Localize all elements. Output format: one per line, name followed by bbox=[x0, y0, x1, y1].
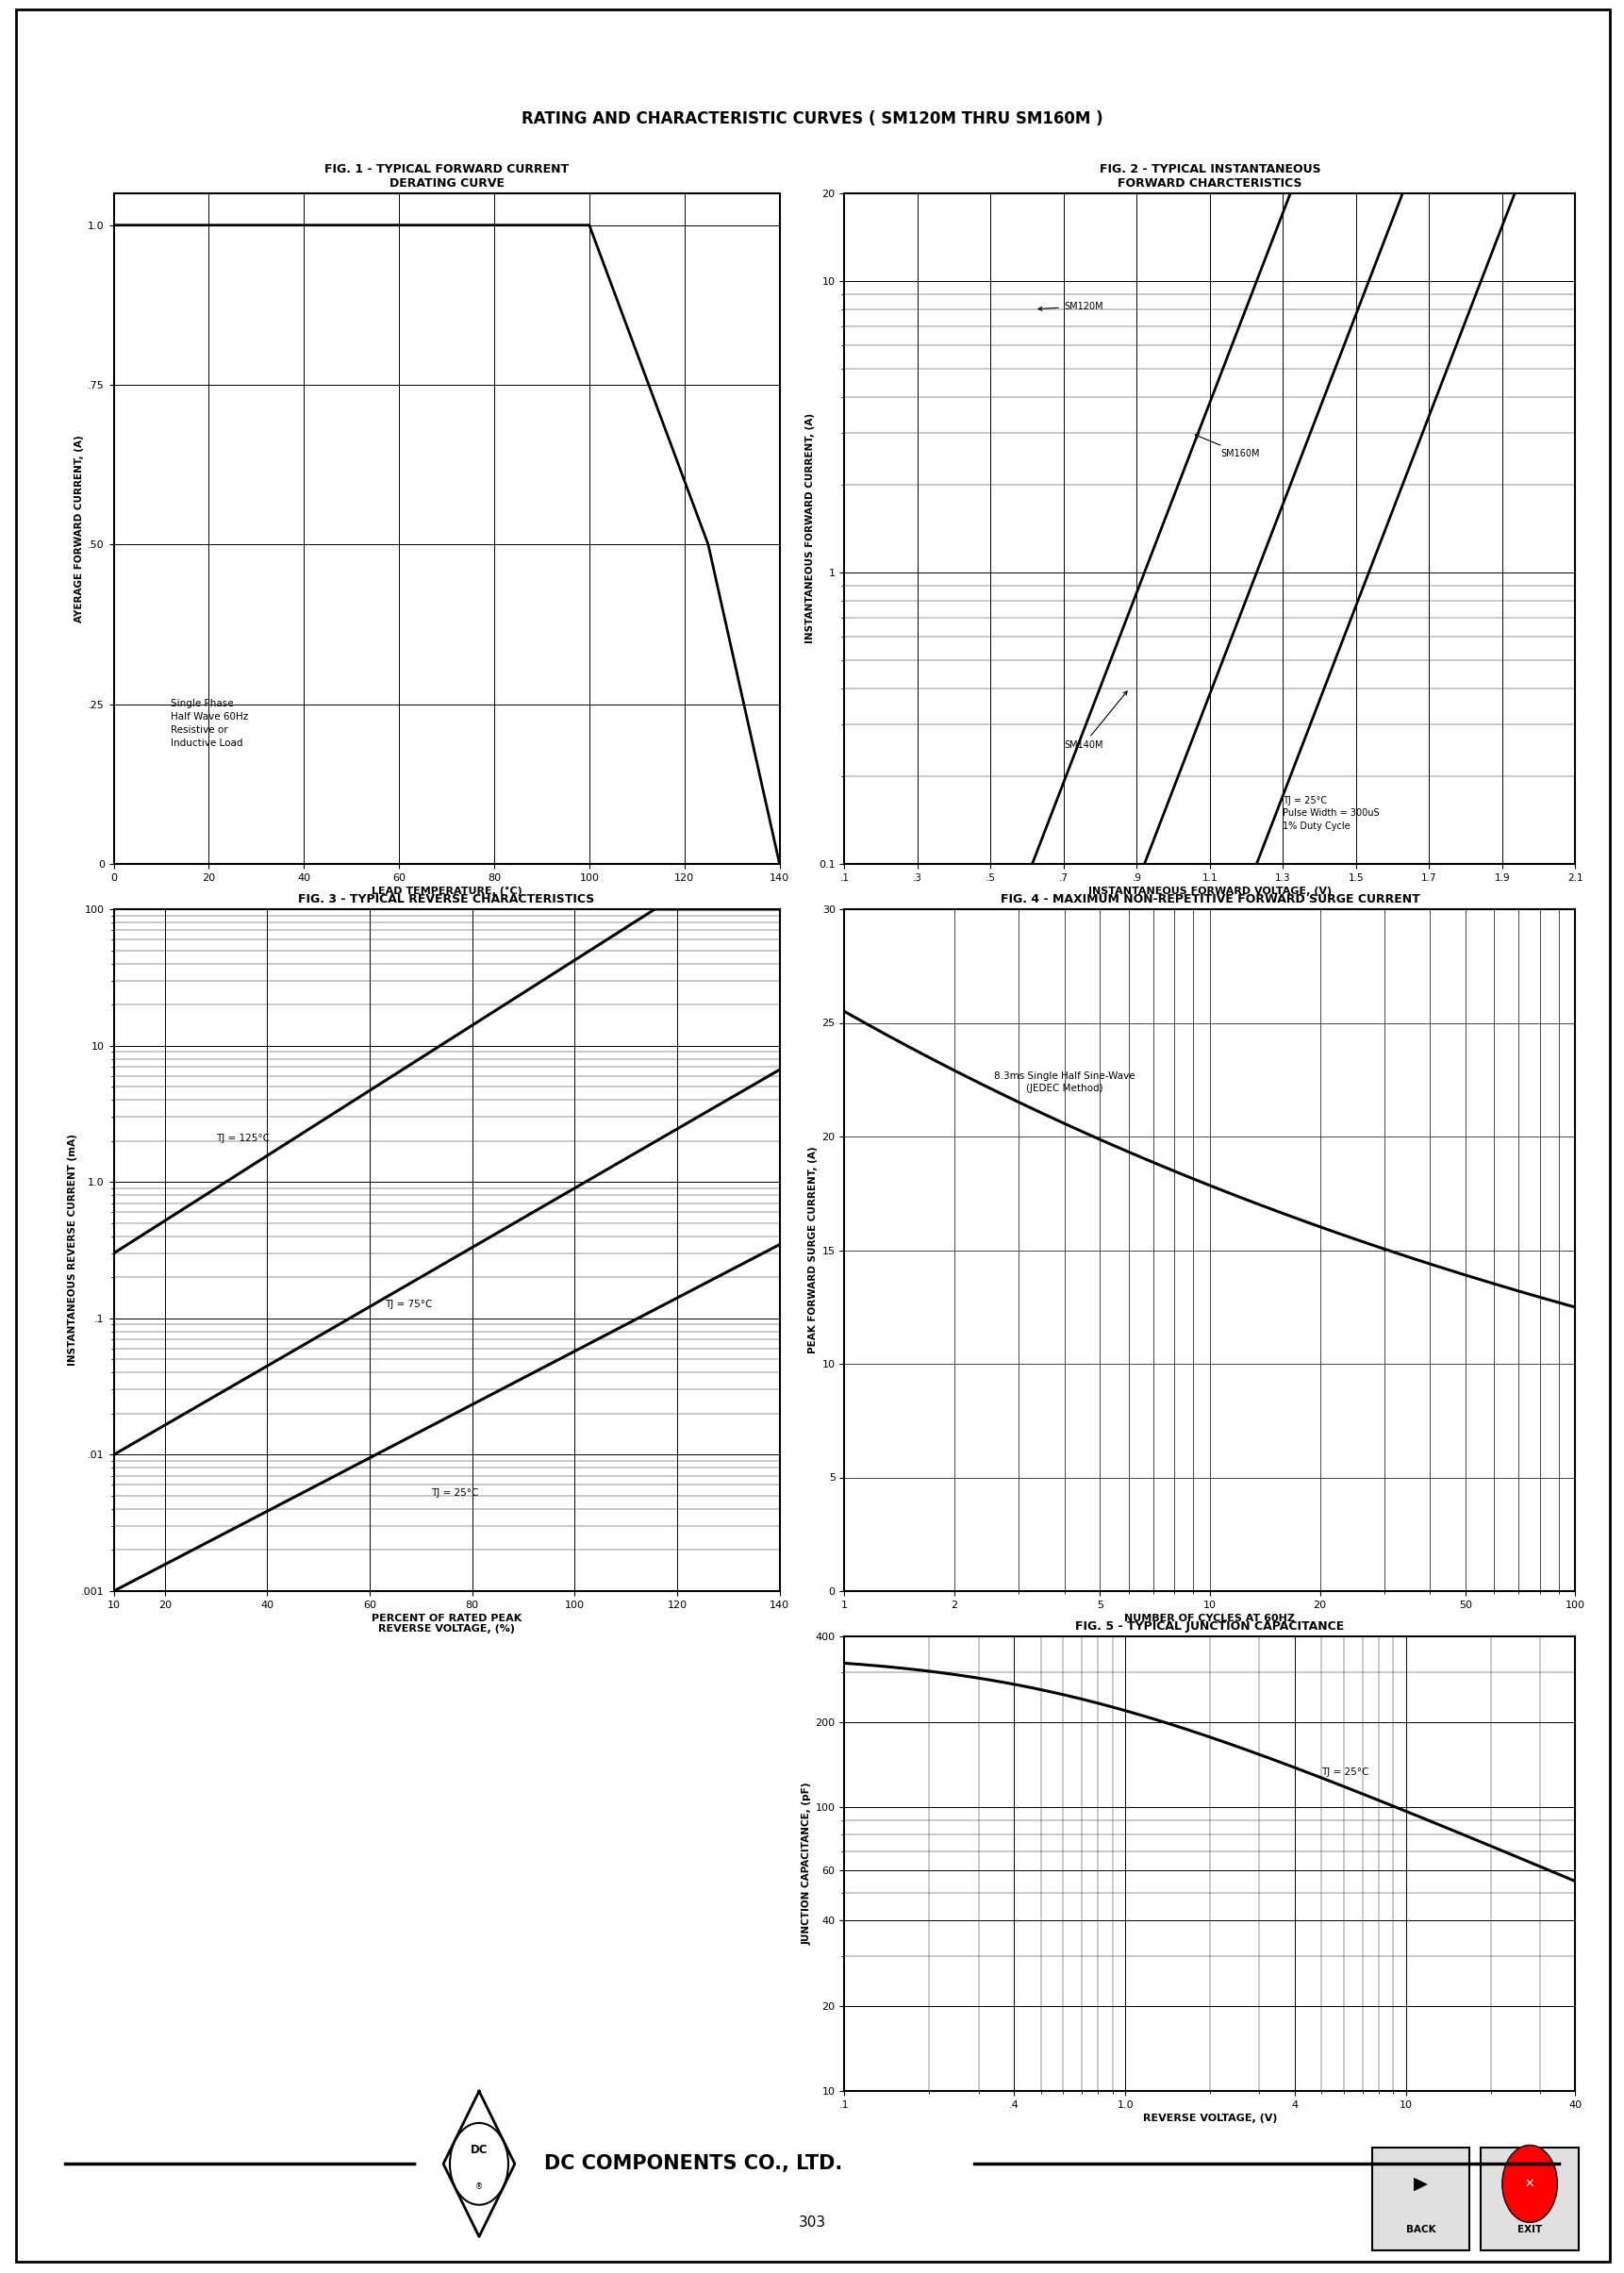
Y-axis label: INSTANTANEOUS FORWARD CURRENT, (A): INSTANTANEOUS FORWARD CURRENT, (A) bbox=[806, 414, 815, 643]
Text: 8.3ms Single Half Sine-Wave
(JEDEC Method): 8.3ms Single Half Sine-Wave (JEDEC Metho… bbox=[994, 1071, 1135, 1093]
Text: EXIT: EXIT bbox=[1517, 2225, 1543, 2234]
X-axis label: NUMBER OF CYCLES AT 60HZ: NUMBER OF CYCLES AT 60HZ bbox=[1124, 1614, 1296, 1623]
Title: FIG. 5 - TYPICAL JUNCTION CAPACITANCE: FIG. 5 - TYPICAL JUNCTION CAPACITANCE bbox=[1075, 1621, 1345, 1632]
Y-axis label: AYERAGE FORWARD CURRENT, (A): AYERAGE FORWARD CURRENT, (A) bbox=[75, 434, 84, 623]
Text: SM140M: SM140M bbox=[1064, 691, 1127, 750]
Y-axis label: JUNCTION CAPACITANCE, (pF): JUNCTION CAPACITANCE, (pF) bbox=[802, 1782, 812, 1946]
Text: ✕: ✕ bbox=[1525, 2178, 1535, 2189]
Text: TJ = 25°C: TJ = 25°C bbox=[1322, 1768, 1369, 1777]
Text: Single Phase
Half Wave 60Hz
Resistive or
Inductive Load: Single Phase Half Wave 60Hz Resistive or… bbox=[171, 698, 248, 748]
Text: RATING AND CHARACTERISTIC CURVES ( SM120M THRU SM160M ): RATING AND CHARACTERISTIC CURVES ( SM120… bbox=[521, 111, 1103, 127]
Y-axis label: INSTANTANEOUS REVERSE CURRENT (mA): INSTANTANEOUS REVERSE CURRENT (mA) bbox=[68, 1134, 78, 1366]
Title: FIG. 3 - TYPICAL REVERSE CHARACTERISTICS: FIG. 3 - TYPICAL REVERSE CHARACTERISTICS bbox=[299, 893, 594, 905]
Text: DC COMPONENTS CO., LTD.: DC COMPONENTS CO., LTD. bbox=[544, 2155, 843, 2173]
Y-axis label: PEAK FORWARD SURGE CURRENT, (A): PEAK FORWARD SURGE CURRENT, (A) bbox=[809, 1146, 818, 1355]
X-axis label: REVERSE VOLTAGE, (V): REVERSE VOLTAGE, (V) bbox=[1143, 2114, 1276, 2123]
X-axis label: PERCENT OF RATED PEAK
REVERSE VOLTAGE, (%): PERCENT OF RATED PEAK REVERSE VOLTAGE, (… bbox=[372, 1614, 521, 1634]
Text: TJ = 125°C: TJ = 125°C bbox=[216, 1134, 270, 1143]
Text: ®: ® bbox=[476, 2182, 482, 2191]
Title: FIG. 1 - TYPICAL FORWARD CURRENT
DERATING CURVE: FIG. 1 - TYPICAL FORWARD CURRENT DERATIN… bbox=[325, 164, 568, 189]
Text: DC: DC bbox=[471, 2143, 487, 2157]
X-axis label: INSTANTANEOUS FORWARD VOLTAGE, (V): INSTANTANEOUS FORWARD VOLTAGE, (V) bbox=[1088, 886, 1332, 896]
X-axis label: LEAD TEMPERATURE, (°C): LEAD TEMPERATURE, (°C) bbox=[372, 886, 521, 896]
Text: 303: 303 bbox=[799, 2216, 825, 2230]
Title: FIG. 2 - TYPICAL INSTANTANEOUS
FORWARD CHARCTERISTICS: FIG. 2 - TYPICAL INSTANTANEOUS FORWARD C… bbox=[1099, 164, 1320, 189]
Text: SM160M: SM160M bbox=[1195, 434, 1260, 459]
Title: FIG. 4 - MAXIMUM NON-REPETITIVE FORWARD SURGE CURRENT: FIG. 4 - MAXIMUM NON-REPETITIVE FORWARD … bbox=[1000, 893, 1419, 905]
Text: TJ = 75°C: TJ = 75°C bbox=[385, 1300, 432, 1309]
Text: BACK: BACK bbox=[1406, 2225, 1436, 2234]
Text: TJ = 25°C: TJ = 25°C bbox=[432, 1489, 479, 1498]
Text: ▶: ▶ bbox=[1415, 2175, 1427, 2193]
Text: TJ = 25°C
Pulse Width = 300uS
1% Duty Cycle: TJ = 25°C Pulse Width = 300uS 1% Duty Cy… bbox=[1283, 796, 1380, 830]
Text: SM120M: SM120M bbox=[1038, 302, 1103, 311]
